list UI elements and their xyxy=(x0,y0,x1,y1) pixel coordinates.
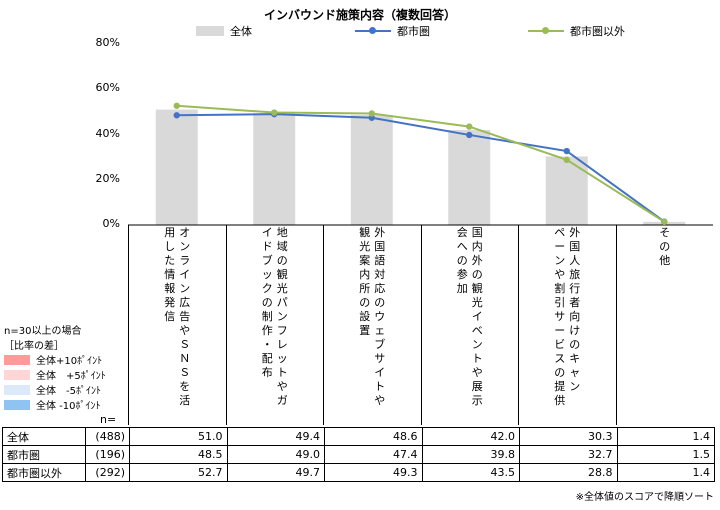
legend-item-nonurban: 都市圏以外 xyxy=(528,23,625,39)
category-label: 外国語対応のウェブサイトや観光案内所の設置 xyxy=(359,226,386,407)
table-cell: 30.3 xyxy=(519,427,618,446)
difference-label: 全体 +5ﾎﾟｲﾝﾄ xyxy=(36,371,106,382)
difference-swatch xyxy=(4,369,30,380)
row-n: (292) xyxy=(85,463,130,482)
legend-swatch-total xyxy=(196,26,224,36)
difference-swatch xyxy=(4,354,30,365)
y-tick-label: 60% xyxy=(95,81,120,95)
table-row: 全体 (488) 51.0 49.4 48.6 42.0 30.3 1.4 xyxy=(2,427,715,446)
point-nonurban xyxy=(173,102,180,109)
table-cell: 51.0 xyxy=(129,427,228,446)
difference-label: 全体+10ﾎﾟｲﾝﾄ xyxy=(36,356,103,367)
category-label: 外国人旅行者向けのキャンペーンや割引サービスの提供 xyxy=(554,226,581,407)
point-urban xyxy=(563,147,570,155)
difference-legend-item: 全体+10ﾎﾟｲﾝﾄ xyxy=(4,352,106,367)
y-tick-label: 0% xyxy=(102,217,120,230)
legend-label-urban: 都市圏 xyxy=(397,25,430,38)
table-cell: 1.4 xyxy=(616,463,715,482)
category-label: 国内外の観光イベントや展示会への参加 xyxy=(456,226,483,407)
table-cell: 48.6 xyxy=(324,427,423,446)
difference-legend: n=30以上の場合 ［比率の差］ 全体+10ﾎﾟｲﾝﾄ 全体 +5ﾎﾟｲﾝﾄ 全体 … xyxy=(4,322,106,412)
table-cell: 32.7 xyxy=(519,445,618,464)
row-label: 都市圏 xyxy=(2,445,86,464)
table-cell: 1.4 xyxy=(616,427,715,446)
line-urban xyxy=(176,113,665,223)
difference-legend-item: 全体 -5ﾎﾟｲﾝﾄ xyxy=(4,382,106,397)
row-label: 都市圏以外 xyxy=(2,463,86,482)
category-column: 国内外の観光イベントや展示会への参加 xyxy=(420,225,519,425)
category-column: 外国語対応のウェブサイトや観光案内所の設置 xyxy=(323,225,421,425)
table-cell: 49.3 xyxy=(324,463,423,482)
point-urban xyxy=(173,112,180,119)
table-cell: 39.8 xyxy=(421,445,520,464)
bar-total xyxy=(448,129,491,225)
bar-total xyxy=(253,113,296,225)
chart-plot xyxy=(128,102,713,226)
difference-legend-item: 全体 -10ﾎﾟｲﾝﾄ xyxy=(4,397,106,412)
table-row: 都市圏以外 (292) 52.7 49.7 49.3 43.5 28.8 1.4 xyxy=(2,463,715,482)
bar-total xyxy=(350,115,393,225)
footnote: ※全体値のスコアで降順ソート xyxy=(575,492,714,503)
table-cell: 42.0 xyxy=(421,427,520,446)
point-nonurban xyxy=(368,110,375,117)
table-row: 都市圏 (196) 48.5 49.0 47.4 39.8 32.7 1.5 xyxy=(2,445,715,464)
difference-label: 全体 -10ﾎﾟｲﾝﾄ xyxy=(36,401,101,412)
table-cell: 48.5 xyxy=(129,445,228,464)
category-column: その他 xyxy=(615,225,714,425)
difference-legend-item: 全体 +5ﾎﾟｲﾝﾄ xyxy=(4,367,106,382)
data-table: 全体 (488) 51.0 49.4 48.6 42.0 30.3 1.4 都市圏 (196) 48… xyxy=(2,427,715,482)
point-urban xyxy=(466,131,473,139)
legend-item-total: 全体 xyxy=(196,23,252,39)
y-tick-label: 80% xyxy=(95,36,120,49)
table-cell: 47.4 xyxy=(324,445,423,464)
table-cell: 49.0 xyxy=(226,445,325,464)
row-n: (488) xyxy=(85,427,130,446)
legend-item-urban: 都市圏 xyxy=(355,23,430,39)
point-nonurban xyxy=(563,156,570,164)
bar-total xyxy=(545,156,588,225)
table-cell: 49.4 xyxy=(226,427,325,446)
table-cell: 28.8 xyxy=(519,463,618,482)
category-label: 地域の観光パンフレットやガイドブックの制作・配布 xyxy=(261,226,288,407)
notes-line2: ［比率の差］ xyxy=(4,341,64,352)
category-column: 地域の観光パンフレットやガイドブックの制作・配布 xyxy=(225,225,324,425)
difference-label: 全体 -5ﾎﾟｲﾝﾄ xyxy=(36,386,101,397)
y-tick-label: 20% xyxy=(95,171,120,185)
bar-total xyxy=(155,109,198,225)
point-nonurban xyxy=(271,109,278,116)
row-label: 全体 xyxy=(2,427,86,446)
legend-swatch-urban xyxy=(355,25,391,37)
category-label: その他 xyxy=(659,226,671,267)
table-cell: 49.7 xyxy=(226,463,325,482)
category-column: 外国人旅行者向けのキャンペーンや割引サービスの提供 xyxy=(518,225,616,425)
point-nonurban xyxy=(466,123,473,130)
difference-swatch xyxy=(4,399,30,410)
row-n: (196) xyxy=(85,445,130,464)
y-tick-label: 40% xyxy=(95,126,120,140)
legend-label-nonurban: 都市圏以外 xyxy=(570,25,625,38)
chart-title: インバウンド施策内容（複数回答） xyxy=(263,8,456,22)
notes-line1: n=30以上の場合 xyxy=(4,326,82,337)
table-cell: 52.7 xyxy=(129,463,228,482)
legend-label-total: 全体 xyxy=(230,25,252,38)
legend-swatch-nonurban xyxy=(528,25,564,37)
n-label: n= xyxy=(100,413,117,426)
table-cell: 43.5 xyxy=(421,463,520,482)
table-cell: 1.5 xyxy=(616,445,715,464)
difference-swatch xyxy=(4,384,30,395)
line-nonurban xyxy=(176,104,665,223)
point-nonurban xyxy=(661,218,668,226)
